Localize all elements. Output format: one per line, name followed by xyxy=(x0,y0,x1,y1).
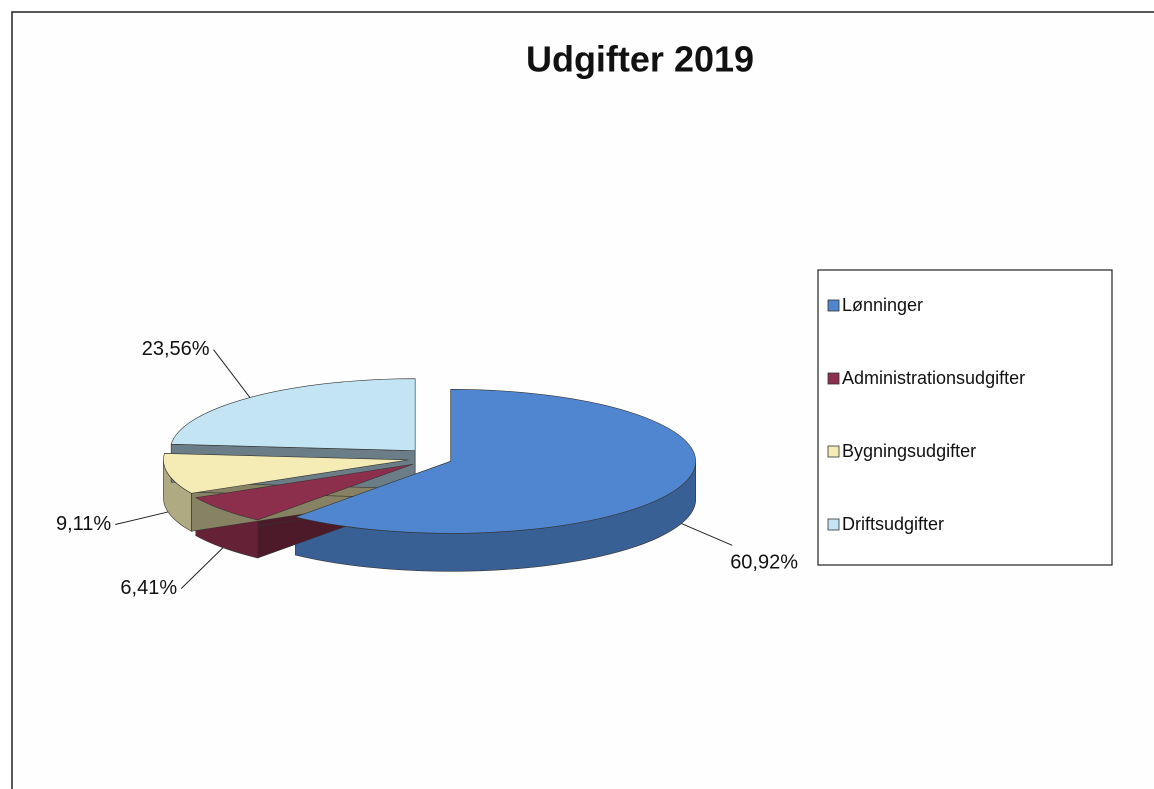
pie-slice xyxy=(194,463,414,521)
leader-line xyxy=(213,349,251,398)
legend-swatch xyxy=(827,372,840,385)
legend-label: Driftsudgifter xyxy=(842,514,944,534)
data-label: 60,92% xyxy=(730,552,798,574)
legend-label: Lønninger xyxy=(842,295,923,315)
legend-label: Administrationsudgifter xyxy=(842,368,1025,388)
leader-line xyxy=(681,523,733,546)
legend-swatch xyxy=(827,445,840,458)
data-label: 9,11% xyxy=(56,513,111,535)
legend-box xyxy=(817,269,1113,566)
legend-swatch xyxy=(827,299,840,312)
pie-slice xyxy=(163,453,409,494)
leader-line xyxy=(115,511,169,526)
leader-line xyxy=(180,547,224,589)
pie-slice xyxy=(294,389,696,534)
data-label: 23,56% xyxy=(142,338,210,360)
data-label: 6,41% xyxy=(120,577,177,599)
chart-title: Udgifter 2019 xyxy=(526,39,754,80)
legend-swatch xyxy=(827,518,840,531)
legend-label: Bygningsudgifter xyxy=(842,441,976,461)
